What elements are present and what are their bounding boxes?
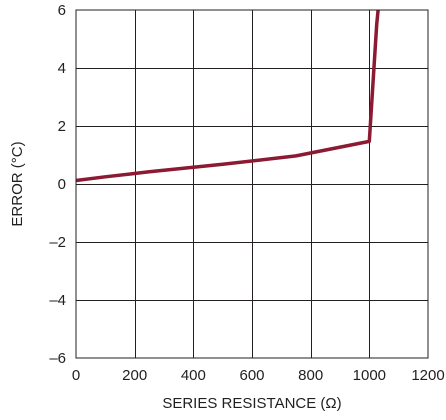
x-tick-label: 0: [72, 367, 80, 384]
y-tick-label: 4: [58, 60, 66, 77]
x-tick-label: 200: [122, 367, 147, 384]
y-tick-label: 0: [58, 176, 66, 193]
y-tick-label: –4: [49, 292, 66, 309]
x-axis-label: SERIES RESISTANCE (Ω): [162, 395, 341, 412]
x-tick-label: 400: [181, 367, 206, 384]
plot-area-frame: [75, 9, 429, 359]
x-tick-label: 600: [239, 367, 264, 384]
x-tick-label: 800: [298, 367, 323, 384]
y-tick-label: –6: [49, 350, 66, 367]
series-layer: [75, 9, 380, 183]
x-tick-labels: 0 200 400 600 800 1000 1200: [72, 367, 445, 384]
y-tick-label: 2: [58, 118, 66, 135]
y-axis-label: ERROR (°C): [9, 141, 26, 226]
x-tick-label: 1200: [411, 367, 444, 384]
x-tick-label: 1000: [353, 367, 386, 384]
series-line: [75, 9, 380, 183]
grid: [76, 10, 428, 358]
y-tick-label: 6: [58, 2, 66, 19]
y-tick-label: –2: [49, 234, 66, 251]
y-tick-labels: 6 4 2 0 –2 –4 –6: [49, 2, 66, 367]
